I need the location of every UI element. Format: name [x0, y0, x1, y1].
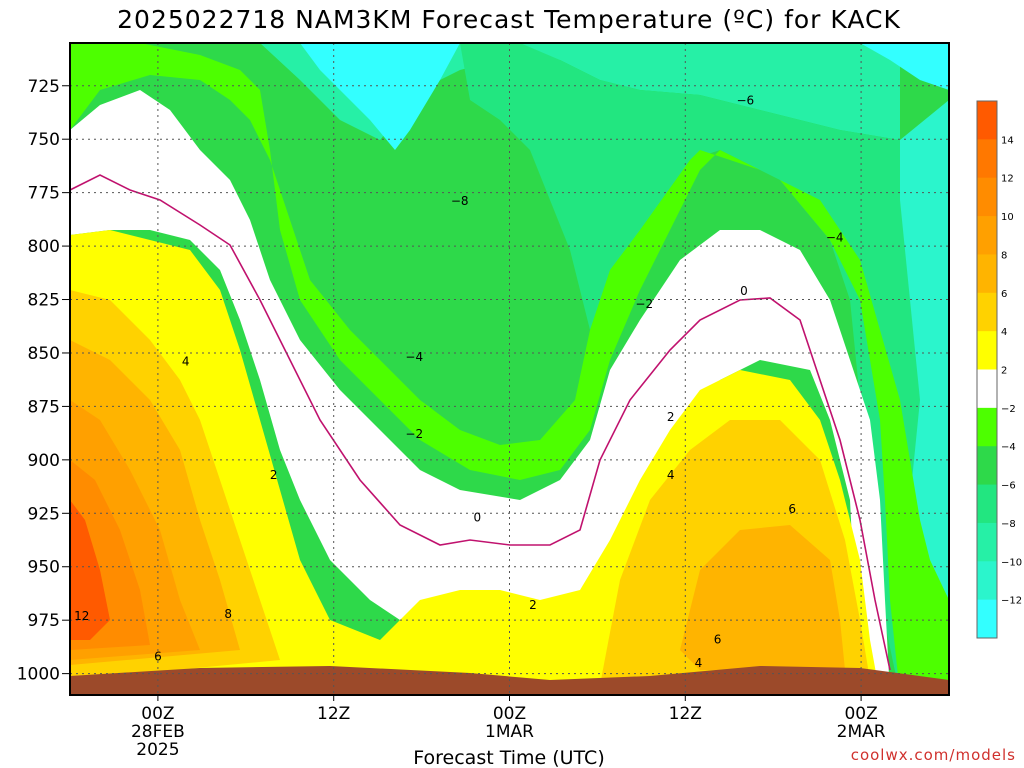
y-tick-label: 800 — [28, 237, 60, 257]
colorbar-swatch — [977, 177, 997, 217]
contour-label: −4 — [405, 350, 423, 364]
contour-label: 12 — [74, 609, 89, 623]
y-tick-label: 975 — [28, 611, 60, 631]
x-tick-label: 00Z — [141, 704, 174, 724]
colorbar-swatch — [977, 254, 997, 294]
colorbar: 14 12 10 8 6 4 2 −2 −4 −6 −8 −10 −12 — [976, 100, 1022, 639]
region-orange-right-core — [680, 525, 845, 670]
contour-label: −4 — [826, 231, 844, 245]
region-white — [70, 90, 890, 695]
chart-title: 2025022718 NAM3KM Forecast Temperature (… — [117, 5, 901, 34]
colorbar-swatch — [977, 139, 997, 179]
x-tick-label: 00Z — [493, 704, 526, 724]
contour-label: −6 — [737, 94, 755, 108]
contour-label: 4 — [667, 468, 675, 482]
contour-label: 0 — [473, 511, 481, 525]
x-tick-label: 00Z — [844, 704, 877, 724]
contour-label: 4 — [182, 355, 190, 369]
y-tick-label: 1000 — [17, 665, 60, 685]
y-tick-label: 900 — [28, 451, 60, 471]
colorbar-swatch — [977, 446, 997, 486]
y-tick-label: 925 — [28, 504, 60, 524]
colorbar-swatch — [977, 369, 997, 409]
x-tick-label: 28FEB — [131, 722, 185, 742]
colorbar-swatch — [977, 561, 997, 601]
x-axis-label: Forecast Time (UTC) — [413, 747, 604, 768]
x-tick-label: 2MAR — [837, 722, 886, 742]
colorbar-label: 4 — [1001, 327, 1007, 338]
colorbar-label: −4 — [1001, 442, 1016, 453]
contour-label: 0 — [740, 284, 748, 298]
region-coldest-right — [860, 43, 949, 90]
colorbar-swatch — [977, 484, 997, 524]
y-tick-label: 775 — [28, 184, 60, 204]
x-tick-label: 12Z — [317, 704, 350, 724]
colorbar-label: 2 — [1001, 366, 1007, 377]
contour-label: 2 — [529, 598, 537, 612]
y-tick-label: 850 — [28, 344, 60, 364]
colorbar-label: −10 — [1001, 557, 1022, 568]
contour-label: −2 — [635, 297, 653, 311]
region-hot-core — [70, 500, 110, 640]
y-tick-label: 825 — [28, 291, 60, 311]
grid — [70, 43, 949, 695]
contour-label: 6 — [154, 650, 162, 664]
colorbar-swatch — [977, 522, 997, 562]
y-tick-label: 875 — [28, 397, 60, 417]
contour-label: 8 — [224, 607, 232, 621]
colorbar-swatch — [977, 101, 997, 140]
colorbar-swatch — [977, 599, 997, 639]
isotherm-0-line — [69, 174, 891, 671]
x-tick-label: 2025 — [136, 740, 179, 760]
region-green-mid — [460, 43, 949, 695]
colorbar-label: −2 — [1001, 404, 1016, 415]
x-tick-label: 12Z — [669, 704, 702, 724]
x-tick-label: 1MAR — [485, 722, 534, 742]
contour-label: 2 — [667, 410, 675, 424]
contour-label: 6 — [714, 632, 722, 646]
colorbar-label: 12 — [1001, 174, 1014, 185]
y-tick-label: 725 — [28, 77, 60, 97]
colorbar-label: 14 — [1001, 135, 1014, 146]
contour-label: −2 — [405, 427, 423, 441]
colorbar-label: 10 — [1001, 212, 1014, 223]
contour-label: 4 — [695, 656, 703, 670]
colorbar-frame — [976, 100, 998, 639]
contour-label: 2 — [270, 468, 278, 482]
colorbar-label: −12 — [1001, 596, 1022, 607]
y-axis: 725 750 775 800 825 850 875 900 925 950 975 1000 — [17, 77, 70, 685]
colorbar-swatch — [977, 407, 997, 447]
colorbar-swatch — [977, 292, 997, 332]
colorbar-swatch — [977, 331, 997, 370]
colorbar-swatch — [977, 216, 997, 255]
credit-link[interactable]: coolwx.com/models — [851, 746, 1016, 764]
y-tick-label: 950 — [28, 558, 60, 578]
colorbar-label: 8 — [1001, 250, 1007, 261]
colorbar-label: −6 — [1001, 481, 1016, 492]
region-coldest — [300, 43, 460, 150]
colorbar-label: 6 — [1001, 289, 1007, 300]
colorbar-label: −8 — [1001, 519, 1016, 530]
contour-label: −8 — [451, 194, 469, 208]
y-tick-label: 750 — [28, 130, 60, 150]
contour-label: 6 — [788, 502, 796, 516]
